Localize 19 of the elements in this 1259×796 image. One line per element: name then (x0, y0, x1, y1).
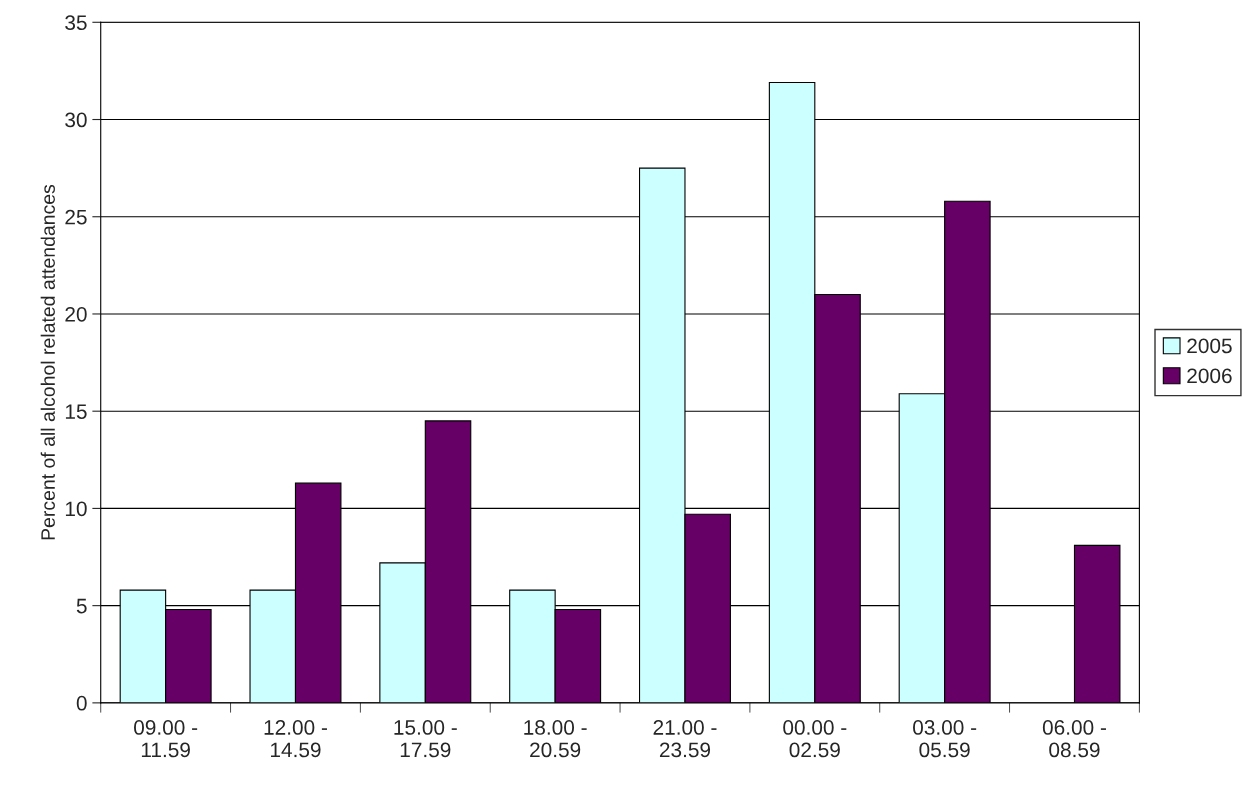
y-tick-label: 10 (65, 501, 87, 517)
legend-label: 2005 (1187, 338, 1232, 354)
x-tick-label: 00.00 - 02.59 (783, 720, 847, 758)
x-tick-label: 09.00 - 11.59 (134, 720, 198, 758)
y-tick-label: 15 (65, 404, 87, 419)
x-tick-label: 03.00 - 05.59 (913, 720, 977, 758)
y-tick-label: 35 (65, 15, 87, 31)
y-tick-label: 30 (65, 112, 87, 128)
y-tick-label: 5 (76, 598, 87, 614)
y-tick-label: 25 (65, 209, 87, 225)
y-tick-label: 0 (76, 695, 87, 711)
y-axis-title: Percent of all alcohol related attendances (40, 184, 55, 540)
x-tick-label: 12.00 - 14.59 (264, 720, 327, 758)
x-tick-label: 21.00 - 23.59 (653, 720, 717, 758)
x-tick-label: 06.00 - 08.59 (1042, 720, 1106, 758)
x-tick-label: 15.00 - 17.59 (394, 720, 457, 758)
y-tick-label: 20 (65, 306, 87, 322)
x-tick-label: 18.00 - 20.59 (524, 720, 587, 758)
legend-label: 2006 (1187, 368, 1232, 384)
